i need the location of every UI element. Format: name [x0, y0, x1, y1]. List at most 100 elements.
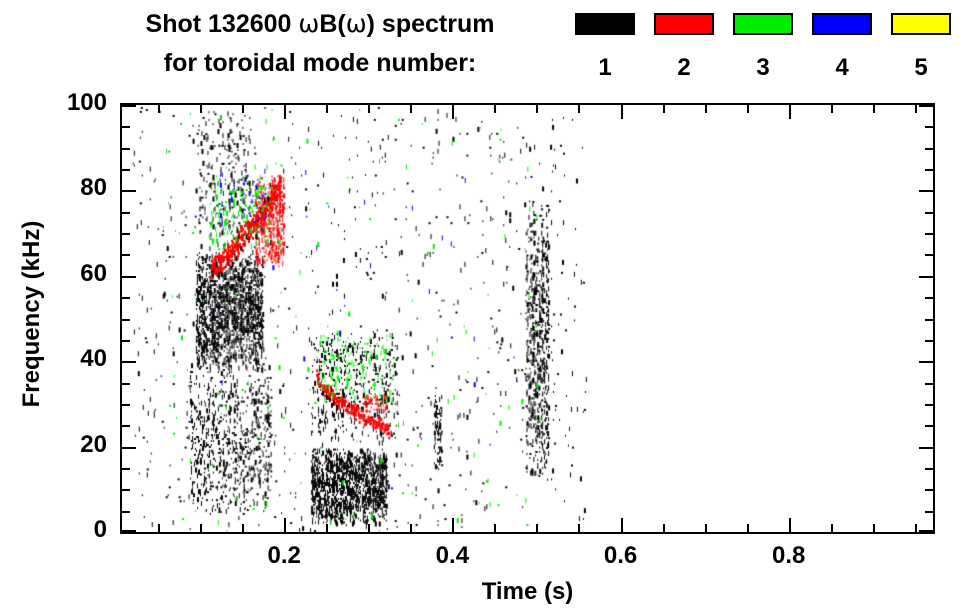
y-tick-right — [919, 446, 933, 449]
y-tick-left — [122, 425, 130, 428]
x-tick-bottom — [326, 524, 329, 532]
x-tick-bottom — [704, 524, 707, 532]
omega-symbol-2: ω — [345, 9, 367, 38]
y-tick-left — [122, 297, 130, 300]
x-tick-top — [200, 105, 203, 113]
x-tick-bottom — [578, 524, 581, 532]
y-tick-left — [122, 467, 130, 470]
x-tick-label-0.2: 0.2 — [267, 542, 301, 569]
x-tick-label-0.4: 0.4 — [435, 542, 470, 569]
x-tick-top — [746, 105, 749, 113]
y-tick-right — [925, 425, 933, 428]
legend-label-5: 5 — [914, 54, 928, 81]
y-tick-label-80: 80 — [80, 174, 107, 202]
y-tick-right — [925, 403, 933, 406]
x-tick-top — [326, 105, 329, 113]
y-tick-label-60: 60 — [80, 259, 107, 287]
legend-label-2: 2 — [677, 54, 691, 81]
y-tick-left — [122, 489, 130, 492]
y-tick-right — [925, 489, 933, 492]
y-tick-right — [919, 190, 933, 193]
x-tick-top — [536, 105, 539, 113]
x-tick-bottom — [872, 524, 875, 532]
legend-swatch-2 — [654, 13, 714, 35]
y-tick-right — [925, 339, 933, 342]
x-tick-top — [158, 105, 161, 113]
y-tick-left — [122, 105, 136, 107]
legend-label-1: 1 — [598, 54, 612, 81]
y-tick-left — [122, 446, 136, 449]
y-tick-label-40: 40 — [80, 345, 107, 373]
x-tick-label-0.8: 0.8 — [772, 542, 806, 569]
x-axis-title: Time (s) — [481, 578, 574, 605]
y-tick-left — [122, 190, 136, 193]
legend-swatch-4 — [812, 13, 872, 35]
x-tick-top — [494, 105, 497, 113]
legend-swatch-row — [575, 10, 955, 36]
y-tick-left — [122, 318, 130, 321]
legend-swatch-5 — [891, 13, 951, 35]
y-tick-right — [925, 126, 933, 129]
x-tick-bottom — [452, 518, 455, 532]
y-tick-right — [925, 147, 933, 150]
title-line-1: Shot 132600 ωB(ω) spectrum — [145, 9, 495, 38]
y-tick-left — [122, 254, 130, 257]
y-tick-left — [122, 147, 130, 150]
y-tick-right — [919, 275, 933, 278]
y-tick-right — [919, 530, 933, 532]
x-tick-top — [830, 105, 833, 113]
y-tick-right — [925, 467, 933, 470]
x-tick-label-0.6: 0.6 — [603, 542, 638, 569]
x-tick-top — [620, 105, 623, 119]
y-tick-right — [925, 233, 933, 236]
y-tick-right — [925, 297, 933, 300]
x-tick-bottom — [410, 524, 413, 532]
x-tick-top — [368, 105, 371, 113]
figure-title: Shot 132600 ωB(ω) spectrum for toroidal … — [60, 4, 580, 83]
x-tick-top — [284, 105, 287, 119]
legend-swatch-3 — [733, 13, 793, 35]
y-tick-left — [122, 510, 130, 513]
x-tick-top — [914, 105, 917, 113]
x-tick-bottom — [284, 518, 287, 532]
y-tick-right — [925, 510, 933, 513]
x-tick-bottom — [158, 524, 161, 532]
y-tick-label-100: 100 — [66, 89, 107, 116]
y-tick-right — [925, 169, 933, 172]
x-tick-bottom — [830, 524, 833, 532]
y-tick-right — [919, 361, 933, 364]
y-tick-right — [925, 318, 933, 321]
x-tick-top — [788, 105, 791, 119]
y-tick-left — [122, 361, 136, 364]
y-tick-right — [925, 211, 933, 214]
x-tick-bottom — [662, 524, 665, 532]
y-tick-left — [122, 275, 136, 278]
y-axis-title: Frequency (kHz) — [18, 220, 45, 408]
y-tick-left — [122, 382, 130, 385]
plot-frame — [120, 103, 935, 534]
y-tick-label-20: 20 — [80, 430, 107, 458]
legend-swatch-1 — [575, 13, 635, 35]
y-tick-left — [122, 233, 130, 236]
y-tick-left — [122, 530, 136, 532]
y-tick-left — [122, 403, 130, 406]
y-tick-left — [122, 126, 130, 129]
y-tick-label-0: 0 — [93, 516, 107, 543]
x-tick-bottom — [788, 518, 791, 532]
y-tick-right — [925, 254, 933, 257]
legend: 1 2 3 4 5 — [575, 10, 955, 94]
x-tick-top — [410, 105, 413, 113]
y-tick-left — [122, 211, 130, 214]
spectrogram-canvas — [122, 105, 933, 532]
legend-label-3: 3 — [756, 54, 770, 81]
x-tick-top — [242, 105, 245, 113]
x-tick-bottom — [620, 518, 623, 532]
title-line-2: for toroidal mode number: — [163, 49, 477, 77]
x-tick-top — [578, 105, 581, 113]
legend-label-4: 4 — [835, 54, 849, 81]
x-tick-top — [452, 105, 455, 119]
y-tick-right — [919, 105, 933, 107]
omega-symbol-1: ω — [298, 9, 320, 38]
y-tick-left — [122, 169, 130, 172]
